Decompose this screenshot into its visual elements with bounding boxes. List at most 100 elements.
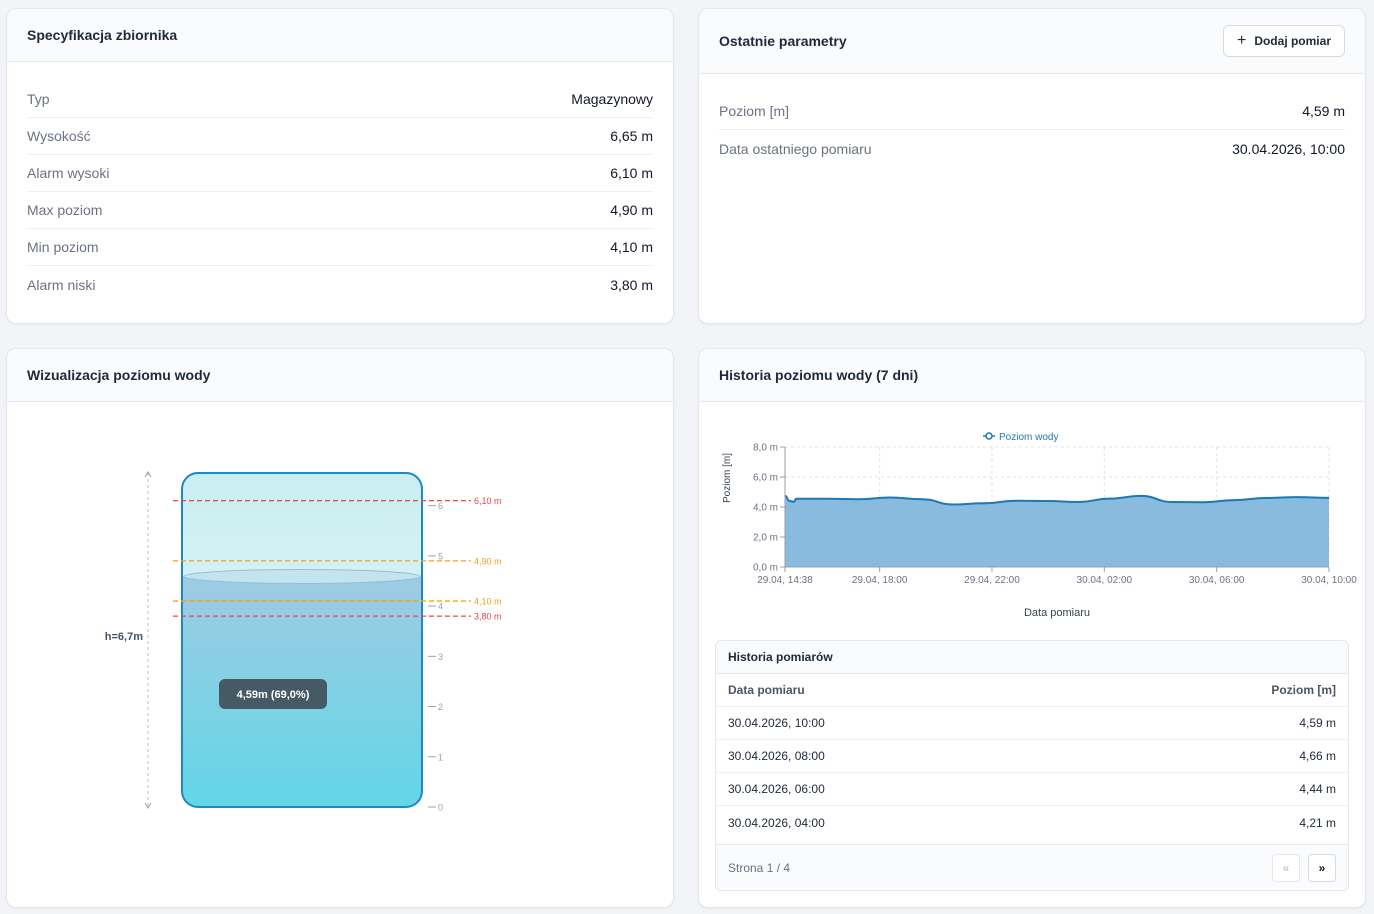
spec-row-min: Min poziom 4,10 m: [27, 229, 653, 266]
spec-value: Magazynowy: [571, 91, 653, 107]
row-date: 30.04.2026, 06:00: [728, 782, 825, 796]
row-level: 4,21 m: [1299, 815, 1336, 830]
double-chevron-right-icon: »: [1318, 860, 1326, 875]
level-badge-text: 4,59m (69,0%): [237, 689, 310, 701]
col-level-header: Poziom [m]: [1271, 683, 1336, 697]
spec-card-header: Specyfikacja zbiornika: [7, 9, 673, 62]
spec-value: 3,80 m: [610, 276, 653, 293]
table-row: 30.04.2026, 04:00 4,21 m: [716, 806, 1348, 839]
spec-label: Alarm wysoki: [27, 165, 110, 181]
row-date: 30.04.2026, 10:00: [728, 716, 825, 730]
x-tick-label: 29.04, 22:00: [964, 575, 1020, 586]
row-level: 4,44 m: [1299, 782, 1336, 796]
spec-label: Typ: [27, 91, 50, 107]
spec-value: 6,10 m: [610, 165, 653, 181]
x-tick-label: 30.04, 02:00: [1077, 575, 1133, 586]
ruler-tick-label: 6: [438, 501, 443, 511]
spec-row-alarm-low: Alarm niski 3,80 m: [27, 266, 653, 303]
chart-series-line: [784, 494, 1330, 506]
spec-row-max: Max poziom 4,90 m: [27, 192, 653, 229]
chart-y-label: Poziom [m]: [722, 453, 733, 503]
x-tick-label: 29.04, 14:38: [757, 575, 813, 586]
ruler-tick-label: 2: [438, 702, 443, 712]
y-tick-label: 6,0 m: [753, 473, 778, 484]
ruler-tick-label: 1: [438, 752, 443, 762]
ruler-tick-label: 4: [438, 602, 443, 612]
tank-outline: [181, 472, 423, 808]
col-date-header: Data pomiaru: [728, 683, 805, 697]
params-list: Poziom [m] 4,59 m Data ostatniego pomiaru…: [699, 74, 1365, 167]
legend-label: Poziom wody: [999, 432, 1058, 443]
viz-card: Wizualizacja poziomu wody h=6,7m 0 1 2: [6, 348, 674, 908]
params-value: 4,59 m: [1302, 103, 1345, 119]
page-indicator: Strona 1 / 4: [728, 860, 791, 875]
params-card-title: Ostatnie parametry: [719, 33, 847, 49]
height-dimension: h=6,7m: [105, 471, 152, 809]
table-pagination: Strona 1 / 4 « »: [716, 844, 1348, 890]
x-tick-label: 30.04, 10:00: [1301, 575, 1357, 586]
y-tick-label: 0,0 m: [753, 563, 778, 574]
y-tick-label: 8,0 m: [753, 443, 778, 454]
params-row-level: Poziom [m] 4,59 m: [719, 93, 1345, 130]
table-header-row: Data pomiaru Poziom [m]: [716, 674, 1348, 707]
spec-card: Specyfikacja zbiornika Typ Magazynowy Wys…: [6, 8, 674, 324]
history-table-title: Historia pomiarów: [716, 641, 1348, 674]
double-chevron-left-icon: «: [1282, 860, 1290, 875]
ruler-tick-label: 0: [438, 803, 443, 813]
x-tick-label: 30.04, 06:00: [1189, 575, 1245, 586]
threshold-label: 6,10 m: [474, 496, 502, 506]
y-tick-label: 4,0 m: [753, 503, 778, 514]
spec-card-title: Specyfikacja zbiornika: [27, 27, 178, 43]
history-card: Historia poziomu wody (7 dni) Poziom wod…: [698, 348, 1366, 908]
spec-label: Max poziom: [27, 202, 103, 218]
viz-card-title: Wizualizacja poziomu wody: [27, 367, 211, 383]
plus-icon: +: [1236, 32, 1247, 49]
row-level: 4,59 m: [1299, 716, 1336, 730]
row-date: 30.04.2026, 04:00: [728, 815, 825, 830]
threshold-label: 4,10 m: [474, 597, 502, 607]
ruler-tick-label: 5: [438, 551, 443, 561]
spec-label: Min poziom: [27, 239, 99, 255]
legend-marker: [985, 432, 993, 440]
chart-legend: Poziom wody: [983, 432, 1058, 443]
table-row: 30.04.2026, 10:00 4,59 m: [716, 707, 1348, 740]
add-measurement-button[interactable]: + Dodaj pomiar: [1222, 25, 1345, 57]
pager-buttons: « »: [1272, 853, 1336, 882]
history-chart: Poziom wody Poziom [m] Data pomiaru 0,0 …: [722, 432, 1357, 619]
threshold-label: 4,90 m: [474, 556, 502, 566]
params-label: Data ostatniego pomiaru: [719, 140, 872, 157]
row-date: 30.04.2026, 08:00: [728, 749, 825, 763]
table-row: 30.04.2026, 06:00 4,44 m: [716, 773, 1348, 806]
y-tick-label: 2,0 m: [753, 533, 778, 544]
table-row: 30.04.2026, 08:00 4,66 m: [716, 740, 1348, 773]
spec-value: 4,10 m: [610, 239, 653, 255]
chart-axes: 0,0 m 2,0 m 4,0 m 6,0 m 8,0 m 29.04, 14:38 29.…: [753, 443, 1357, 587]
viz-card-header: Wizualizacja poziomu wody: [7, 349, 673, 402]
row-level: 4,66 m: [1299, 749, 1336, 763]
ruler-tick-label: 3: [438, 652, 443, 662]
next-page-button[interactable]: »: [1308, 853, 1336, 882]
tank-thresholds: 6,10 m 4,90 m 4,10 m 3,80 m: [173, 496, 502, 622]
spec-value: 6,65 m: [610, 128, 653, 144]
add-measurement-label: Dodaj pomiar: [1254, 34, 1331, 48]
chart-area: [785, 495, 1329, 567]
water-surface: [183, 568, 421, 584]
spec-row-type: Typ Magazynowy: [27, 81, 653, 118]
params-card: Ostatnie parametry + Dodaj pomiar Poziom…: [698, 8, 1366, 324]
spec-label: Alarm niski: [27, 276, 96, 293]
params-label: Poziom [m]: [719, 103, 790, 119]
spec-row-alarm-high: Alarm wysoki 6,10 m: [27, 155, 653, 192]
x-tick-label: 29.04, 18:00: [852, 575, 908, 586]
chart-x-label: Data pomiaru: [1024, 607, 1090, 619]
history-card-title: Historia poziomu wody (7 dni): [719, 367, 919, 383]
spec-list: Typ Magazynowy Wysokość 6,65 m Alarm wysok…: [7, 62, 673, 303]
params-card-header: Ostatnie parametry + Dodaj pomiar: [699, 9, 1365, 74]
spec-label: Wysokość: [27, 128, 91, 144]
spec-value: 4,90 m: [610, 202, 653, 218]
level-badge: 4,59m (69,0%): [219, 679, 327, 709]
spec-row-height: Wysokość 6,65 m: [27, 118, 653, 155]
history-table: Historia pomiarów Data pomiaru Poziom [m…: [715, 640, 1349, 891]
height-label: h=6,7m: [105, 631, 143, 643]
prev-page-button[interactable]: «: [1272, 853, 1300, 882]
